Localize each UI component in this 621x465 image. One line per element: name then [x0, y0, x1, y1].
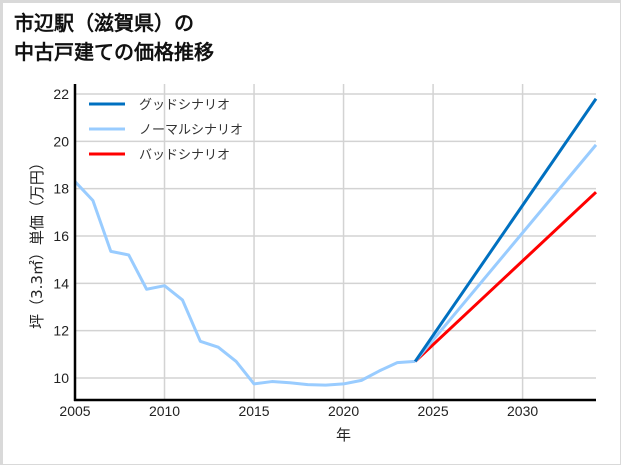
historical-line — [73, 180, 416, 387]
y-tick-label: 16 — [53, 228, 69, 244]
x-axis-label: 年 — [336, 426, 351, 444]
y-tick-label: 14 — [53, 275, 69, 291]
y-tick-label: 20 — [53, 133, 69, 149]
legend-label: ノーマルシナリオ — [139, 123, 243, 138]
x-tick-label: 2010 — [149, 403, 180, 419]
x-tick-label: 2005 — [59, 403, 90, 419]
x-tick-label: 2015 — [238, 403, 269, 419]
scenario-line — [413, 97, 598, 363]
y-tick-label: 18 — [53, 181, 69, 197]
x-tick-label: 2025 — [417, 403, 448, 419]
y-tick-label: 10 — [53, 370, 69, 386]
y-tick-label: 12 — [53, 323, 69, 339]
title-line-1: 市辺駅（滋賀県）の — [14, 11, 194, 35]
x-tick-label: 2020 — [328, 403, 359, 419]
title-line-2: 中古戸建ての価格推移 — [14, 40, 214, 64]
x-tick-label: 2030 — [507, 403, 538, 419]
y-tick-label: 22 — [53, 86, 69, 102]
y-axis-label: 坪（3.3㎡）単価（万円） — [28, 155, 46, 329]
scenario-line — [414, 191, 598, 363]
scenario-line — [414, 143, 598, 363]
legend-label: バッドシナリオ — [139, 148, 230, 163]
chart-title: 市辺駅（滋賀県）の 中古戸建ての価格推移 — [14, 9, 214, 67]
legend-label: グッドシナリオ — [139, 98, 230, 113]
